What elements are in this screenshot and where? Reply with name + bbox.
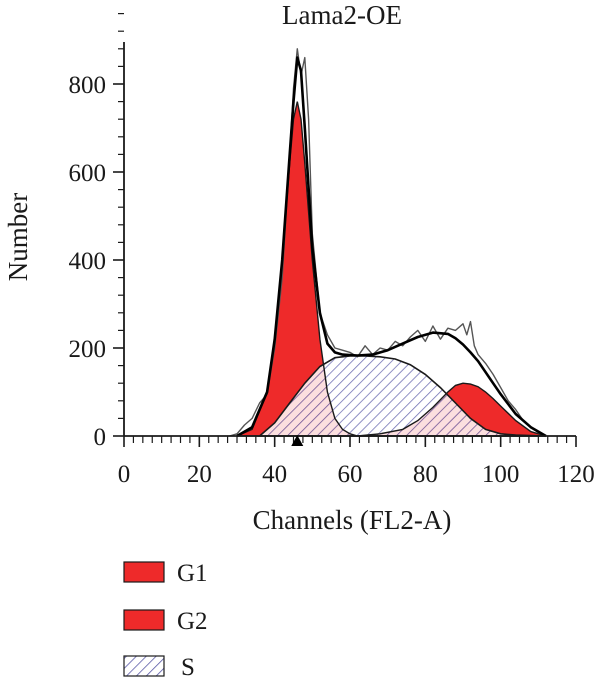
- channel-marker-icon: [291, 435, 304, 446]
- legend: G1 G2 S: [123, 560, 208, 681]
- y-tick-label: 800: [69, 72, 107, 99]
- legend-item-s: S: [123, 654, 195, 681]
- legend-label-g1: G1: [177, 560, 208, 587]
- legend-swatch-g1: [123, 561, 165, 583]
- y-tick-label: 0: [94, 424, 107, 451]
- y-tick-label: 600: [69, 160, 107, 187]
- y-tick-label: 400: [69, 248, 107, 275]
- series-g1-area: [237, 101, 358, 436]
- x-tick-label: 100: [482, 461, 520, 488]
- legend-item-g1: G1: [123, 560, 208, 587]
- x-tick-label: 40: [262, 461, 287, 488]
- series-fit-line: [236, 56, 547, 438]
- legend-item-g2: G2: [123, 608, 208, 635]
- chart-title: Lama2-OE: [282, 0, 402, 30]
- series-layer: [229, 48, 547, 438]
- legend-label-g2: G2: [177, 608, 208, 635]
- series-s-area: [257, 355, 546, 437]
- y-tick-label: 200: [69, 336, 107, 363]
- legend-swatch-s: [123, 655, 165, 677]
- x-tick-label: 80: [413, 461, 438, 488]
- legend-swatch-g2: [123, 609, 165, 631]
- x-tick-label: 60: [338, 461, 363, 488]
- series-g2-outline: [357, 382, 547, 437]
- x-tick-label: 0: [118, 461, 131, 488]
- x-tick-label: 120: [557, 461, 595, 488]
- legend-label-s: S: [181, 654, 195, 681]
- x-axis-label: Channels (FL2-A): [253, 505, 452, 535]
- y-axis-label: Number: [3, 193, 33, 281]
- x-tick-label: 20: [187, 461, 212, 488]
- tick-layer: 0 20 40 60 80 100 120 0 200 400 600 800: [69, 13, 595, 488]
